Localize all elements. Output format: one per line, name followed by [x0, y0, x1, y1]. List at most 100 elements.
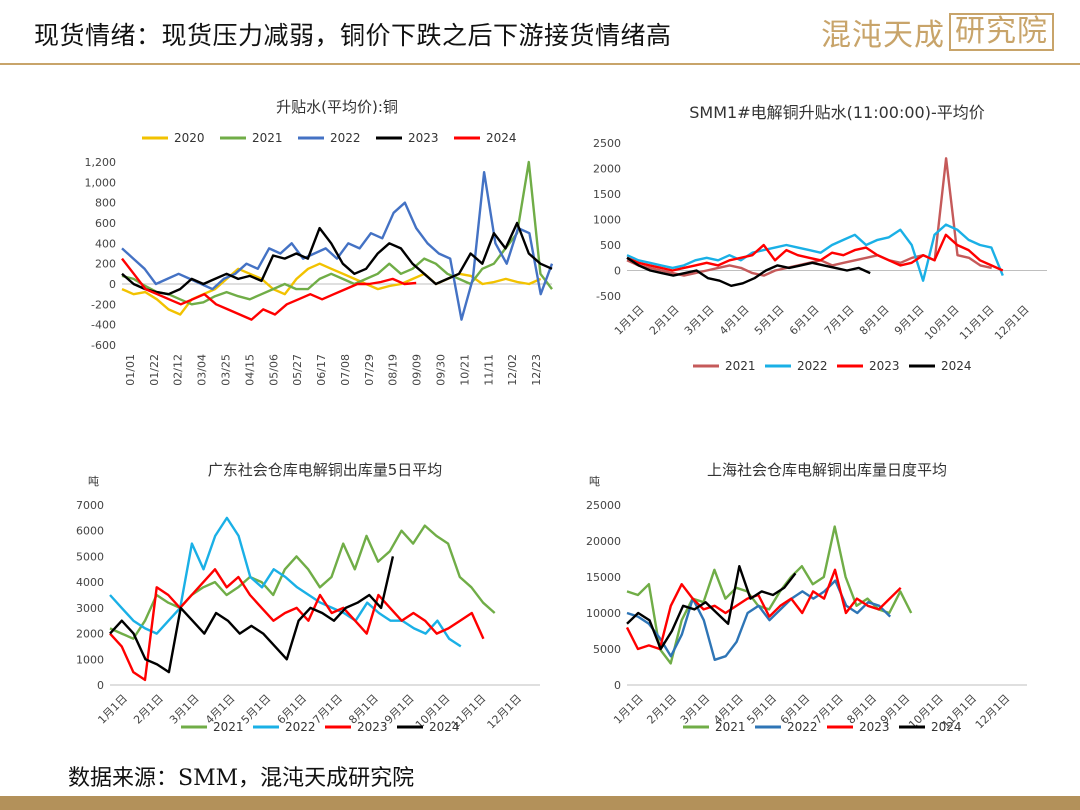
- x-tick-label: 07/08: [339, 354, 352, 386]
- y-tick-label: 600: [95, 217, 116, 230]
- x-tick-label: 03/25: [220, 354, 233, 386]
- y-tick-label: 200: [95, 258, 116, 271]
- series-line-2022: [121, 170, 554, 321]
- y-tick-label: 500: [600, 239, 621, 252]
- x-tick-label: 2月1日: [131, 692, 166, 727]
- x-tick-label: 02/12: [172, 354, 185, 386]
- series-line-2022: [626, 579, 892, 662]
- y-tick-label: -600: [91, 339, 116, 352]
- chart-title: SMM1#电解铜升贴水(11:00:00)-平均价: [689, 103, 984, 122]
- x-tick-label: 12/02: [506, 354, 519, 386]
- series-line-2024: [121, 257, 417, 321]
- chart-title: 上海社会仓库电解铜出库量日度平均: [707, 461, 947, 479]
- x-tick-label: 1月1日: [612, 303, 647, 338]
- x-tick-label: 10月1日: [922, 303, 962, 343]
- header: 现货情绪：现货压力减弱，铜价下跌之后下游接货情绪高 混沌天成 研究院: [0, 0, 1080, 65]
- x-tick-label: 7月1日: [822, 303, 857, 338]
- data-source: 数据来源：SMM，混沌天成研究院: [68, 766, 415, 791]
- legend-label-2022: 2022: [330, 131, 361, 145]
- x-tick-label: 5月1日: [752, 303, 787, 338]
- x-tick-label: 07/29: [363, 354, 376, 386]
- x-tick-label: 6月1日: [787, 303, 822, 338]
- x-tick-label: 11月1日: [957, 303, 997, 343]
- y-axis-unit: 吨: [589, 475, 600, 488]
- x-tick-label: 10/21: [458, 354, 471, 386]
- x-tick-label: 09/30: [435, 354, 448, 386]
- x-tick-label: 01/01: [124, 354, 137, 386]
- x-tick-label: 12/23: [530, 354, 543, 386]
- legend-label-2022: 2022: [285, 720, 316, 734]
- series-line-2020: [121, 262, 542, 316]
- y-tick-label: 1000: [593, 214, 621, 227]
- y-tick-label: 1000: [76, 653, 104, 666]
- x-tick-label: 3月1日: [167, 692, 202, 727]
- y-tick-label: 3000: [76, 602, 104, 615]
- legend-label-2024: 2024: [429, 720, 460, 734]
- x-tick-label: 5月1日: [239, 692, 274, 727]
- x-tick-label: 08/19: [387, 354, 400, 386]
- y-tick-label: 0: [614, 679, 621, 692]
- legend-label-2023: 2023: [408, 131, 439, 145]
- x-tick-label: 04/15: [243, 354, 256, 386]
- x-tick-label: 2月1日: [647, 303, 682, 338]
- x-tick-label: 1月1日: [95, 692, 130, 727]
- chart-smm1-premium: SMM1#电解铜升贴水(11:00:00)-平均价 2500 2000 1500 100…: [593, 103, 1047, 373]
- legend-label-2024: 2024: [931, 720, 962, 734]
- y-tick-label: 25000: [586, 499, 621, 512]
- y-tick-label: 0: [109, 278, 116, 291]
- legend-label-2023: 2023: [357, 720, 388, 734]
- x-tick-label: 2月1日: [644, 692, 679, 727]
- y-tick-label: 1,000: [85, 176, 117, 189]
- x-tick-label: 3月1日: [678, 692, 713, 727]
- y-tick-label: 4000: [76, 576, 104, 589]
- x-tick-label: 12月1日: [992, 303, 1032, 343]
- x-tick-label: 9月1日: [892, 303, 927, 338]
- logo-text: 混沌天成: [821, 18, 945, 53]
- series-line-2023: [625, 568, 902, 651]
- y-tick-label: 15000: [586, 571, 621, 584]
- y-tick-label: 2500: [593, 137, 621, 150]
- series-line-2021: [121, 160, 553, 306]
- series-line-2021: [109, 524, 496, 640]
- series-line-2024: [109, 556, 395, 674]
- y-tick-label: -400: [91, 319, 116, 332]
- y-tick-label: 800: [95, 197, 116, 210]
- y-tick-label: 5000: [593, 643, 621, 656]
- legend-label-2023: 2023: [869, 359, 900, 373]
- y-tick-label: -500: [596, 290, 621, 303]
- legend-label-2022: 2022: [797, 359, 828, 373]
- chart-title: 广东社会仓库电解铜出库量5日平均: [208, 461, 443, 479]
- series-line-2023: [109, 568, 485, 682]
- x-tick-label: 3月1日: [682, 303, 717, 338]
- legend-label-2021: 2021: [725, 359, 756, 373]
- legend-label-2023: 2023: [859, 720, 890, 734]
- x-tick-label: 05/27: [291, 354, 304, 386]
- legend-label-2024: 2024: [941, 359, 972, 373]
- series-line-2023: [626, 233, 1004, 272]
- y-tick-label: 20000: [586, 535, 621, 548]
- y-tick-label: 0: [97, 679, 104, 692]
- x-tick-label: 12月1日: [973, 692, 1013, 732]
- header-divider: [0, 63, 1080, 65]
- y-tick-label: 400: [95, 237, 116, 250]
- x-tick-label: 8月1日: [857, 303, 892, 338]
- y-tick-label: 0: [614, 265, 621, 278]
- chart-title: 升贴水(平均价):铜: [276, 98, 398, 116]
- y-tick-label: -200: [91, 298, 116, 311]
- legend-label-2022: 2022: [787, 720, 818, 734]
- series-line-2024: [626, 256, 871, 288]
- legend-label-2021: 2021: [213, 720, 244, 734]
- series-line-2023: [121, 221, 553, 296]
- x-tick-label: 05/06: [267, 354, 280, 386]
- chart-premium-avg: 升贴水(平均价):铜 1,200 1,000 800 600 400 200 0 -200 -40…: [85, 98, 554, 386]
- x-tick-label: 01/22: [148, 354, 161, 386]
- brand-logo: 混沌天成 研究院: [821, 10, 1054, 54]
- y-tick-label: 6000: [76, 525, 104, 538]
- y-tick-label: 5000: [76, 550, 104, 563]
- footer-bar: [0, 796, 1080, 810]
- x-tick-label: 7月1日: [310, 692, 345, 727]
- series-line-2022: [626, 223, 1004, 282]
- y-tick-label: 1,200: [85, 156, 117, 169]
